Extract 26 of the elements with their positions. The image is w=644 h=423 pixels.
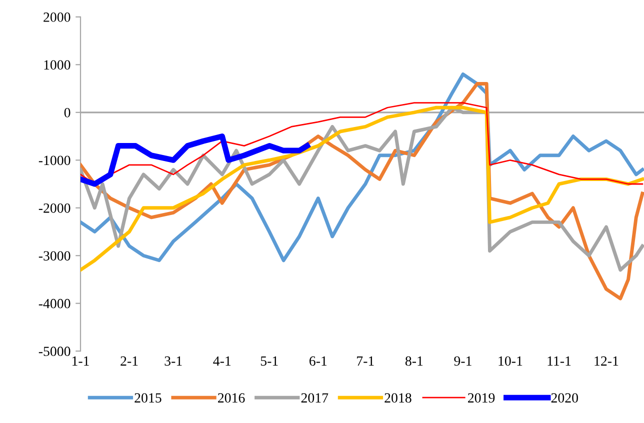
legend-label: 2019 bbox=[468, 393, 495, 403]
y-tick-label: -5000 bbox=[38, 346, 70, 356]
y-tick-label: -3000 bbox=[38, 251, 70, 261]
x-tick-label: 4-1 bbox=[213, 356, 231, 366]
x-tick-label: 11-1 bbox=[548, 356, 571, 366]
x-tick-label: 7-1 bbox=[357, 356, 374, 366]
legend-label: 2017 bbox=[301, 393, 328, 403]
x-tick-label: 6-1 bbox=[310, 356, 327, 366]
x-tick-label: 5-1 bbox=[260, 356, 278, 366]
x-tick-label: 12-1 bbox=[594, 356, 618, 366]
legend-label: 2018 bbox=[384, 393, 412, 403]
y-tick-label: -4000 bbox=[38, 298, 70, 308]
x-tick-label: 8-1 bbox=[405, 356, 423, 366]
legend-label: 2015 bbox=[134, 393, 162, 403]
y-tick-label: 1000 bbox=[44, 60, 70, 70]
x-tick-label: 1-1 bbox=[72, 356, 89, 366]
y-tick-label: -2000 bbox=[38, 203, 70, 213]
x-tick-label: 2-1 bbox=[120, 356, 138, 366]
y-tick-label: 2000 bbox=[44, 12, 70, 22]
x-tick-label: 9-1 bbox=[454, 356, 472, 366]
legend-label: 2016 bbox=[218, 393, 245, 403]
y-tick-label: 0 bbox=[64, 108, 70, 118]
y-tick-label: -1000 bbox=[38, 156, 70, 166]
x-tick-label: 10-1 bbox=[498, 356, 522, 366]
x-tick-label: 3-1 bbox=[164, 356, 182, 366]
legend-label: 2020 bbox=[551, 393, 578, 403]
